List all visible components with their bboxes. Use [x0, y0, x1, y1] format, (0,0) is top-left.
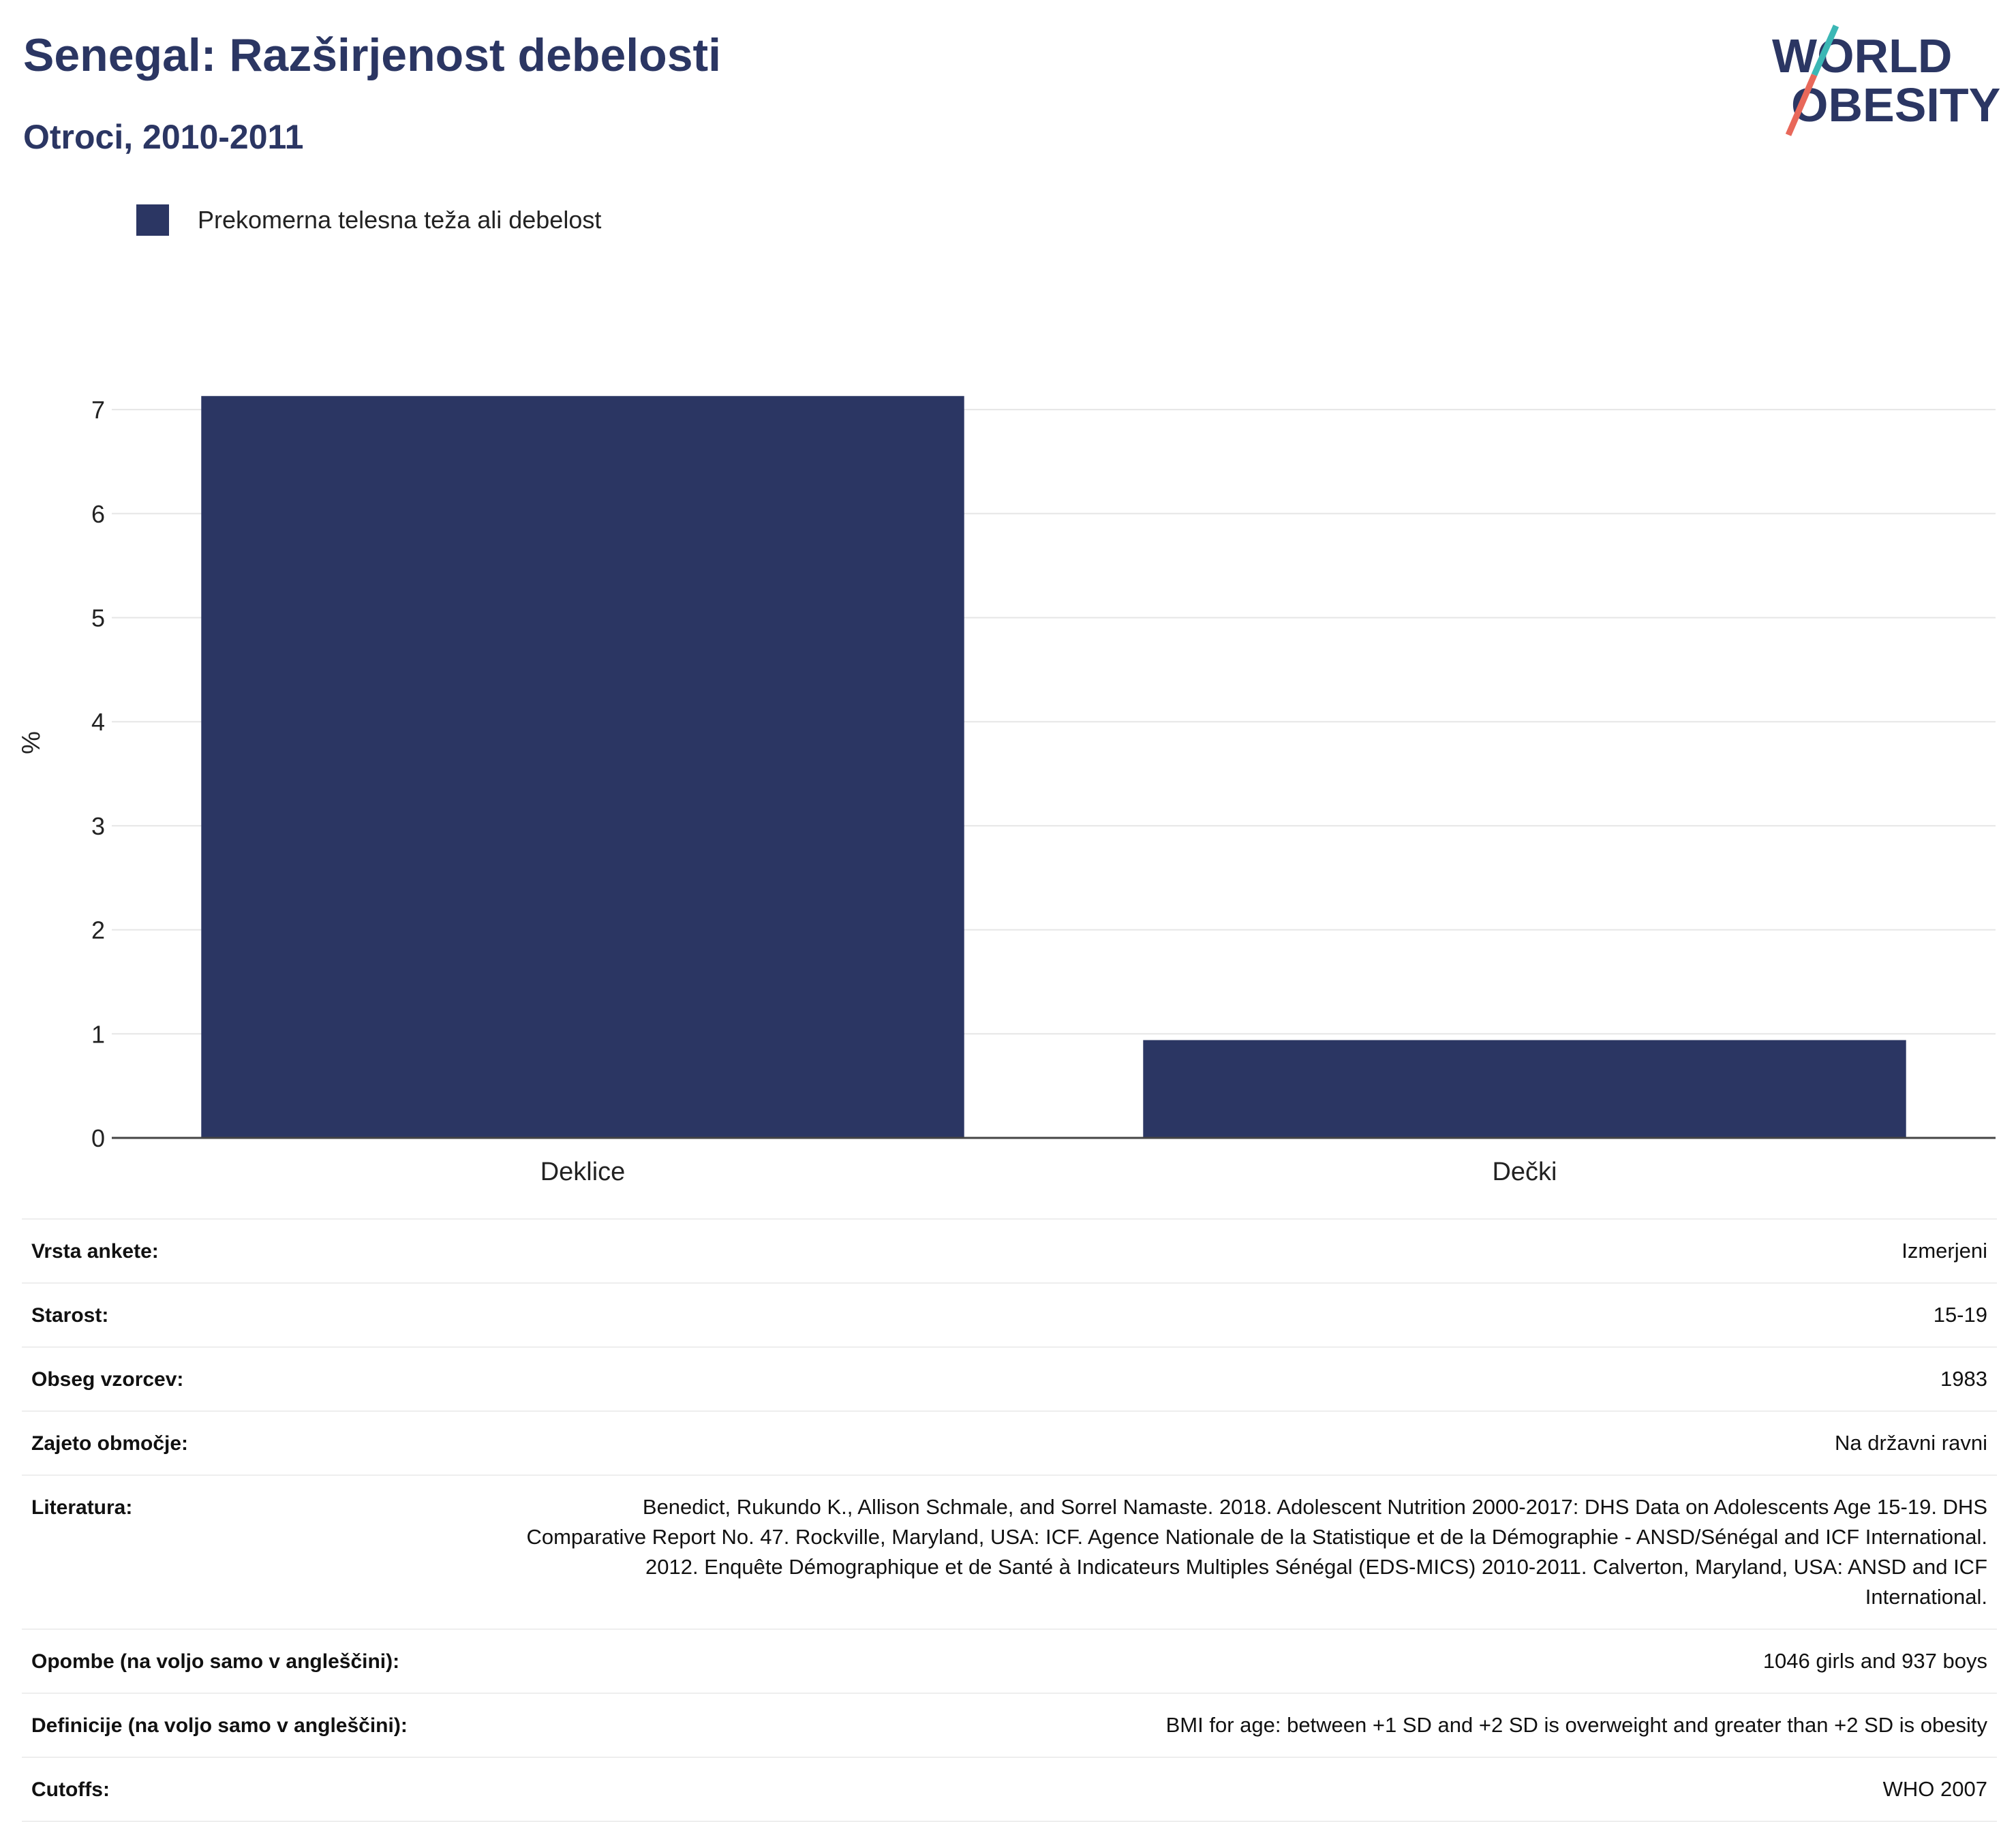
metadata-table: Vrsta ankete: Izmerjeni Starost: 15-19 Obseg…	[22, 1218, 1997, 1822]
logo-slash-coral	[1785, 74, 1818, 136]
meta-row: Vrsta ankete: Izmerjeni	[22, 1220, 1997, 1284]
y-tick-labels: 0 1 2 3 4 5 6 7	[91, 396, 105, 1152]
meta-value: Benedict, Rukundo K., Allison Schmale, a…	[526, 1495, 1987, 1609]
meta-key: Definicije (na voljo samo v angleščini):	[31, 1714, 408, 1737]
legend-swatch	[136, 204, 169, 236]
meta-value: Na državni ravni	[1835, 1431, 1987, 1455]
meta-key: Opombe (na voljo samo v angleščini):	[31, 1650, 400, 1673]
y-tick-label: 3	[91, 812, 105, 840]
meta-value: Izmerjeni	[1902, 1239, 1987, 1263]
bar-layer	[201, 396, 1906, 1138]
meta-key: Zajeto območje:	[31, 1432, 189, 1455]
y-tick-label: 2	[91, 916, 105, 944]
bar-2	[1143, 1040, 1906, 1138]
meta-key: Starost:	[31, 1304, 109, 1327]
y-axis-label: %	[17, 731, 46, 754]
meta-key: Obseg vzorcev:	[31, 1368, 184, 1391]
world-obesity-logo: WORLD OBESITY	[1772, 25, 2000, 136]
meta-row: Definicije (na voljo samo v angleščini):…	[22, 1694, 1997, 1758]
meta-key: Literatura:	[31, 1496, 133, 1519]
bar-chart: 0 1 2 3 4 5 6 7 Deklice Dečki %	[17, 396, 1996, 1186]
logo-slash-teal	[1811, 25, 1839, 76]
legend[interactable]: Prekomerna telesna teža ali debelost	[136, 203, 601, 237]
meta-row: Literatura: Benedict, Rukundo K., Allison…	[22, 1476, 1997, 1630]
chart-title: Senegal: Razširjenost debelosti	[23, 29, 722, 81]
meta-row: Opombe (na voljo samo v angleščini): 1046…	[22, 1630, 1997, 1694]
meta-value: WHO 2007	[1882, 1777, 1987, 1801]
meta-row: Cutoffs: WHO 2007	[22, 1758, 1997, 1822]
meta-value: BMI for age: between +1 SD and +2 SD is …	[1165, 1713, 1987, 1737]
meta-key: Vrsta ankete:	[31, 1240, 159, 1263]
meta-row: Zajeto območje: Na državni ravni	[22, 1412, 1997, 1476]
legend-label: Prekomerna telesna teža ali debelost	[198, 206, 602, 234]
x-tick-label: Deklice	[540, 1158, 626, 1186]
meta-row: Obseg vzorcev: 1983	[22, 1348, 1997, 1412]
logo-line2: OBESITY	[1791, 78, 2000, 132]
y-tick-label: 7	[91, 396, 105, 424]
y-tick-label: 5	[91, 604, 105, 632]
y-tick-label: 6	[91, 500, 105, 528]
meta-value: 1046 girls and 937 boys	[1762, 1649, 1987, 1673]
bar-1	[201, 396, 964, 1138]
meta-value: 15-19	[1933, 1303, 1987, 1327]
meta-value: 1983	[1940, 1367, 1987, 1391]
y-tick-label: 0	[91, 1124, 105, 1152]
logo-line1: WORLD	[1772, 29, 1952, 82]
meta-key: Cutoffs:	[31, 1778, 110, 1801]
y-tick-label: 4	[91, 708, 105, 736]
x-tick-label: Dečki	[1492, 1158, 1557, 1186]
meta-row: Starost: 15-19	[22, 1284, 1997, 1348]
chart-subtitle: Otroci, 2010-2011	[23, 118, 304, 156]
y-tick-label: 1	[91, 1020, 105, 1048]
x-tick-labels: Deklice Dečki	[540, 1158, 1557, 1186]
